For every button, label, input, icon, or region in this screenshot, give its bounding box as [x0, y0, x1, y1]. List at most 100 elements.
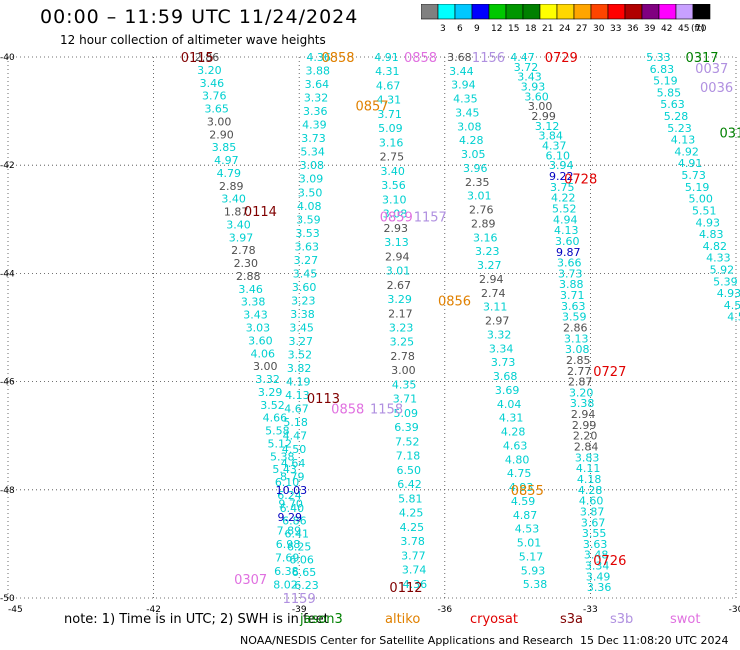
pass-time-label: 0112 — [389, 581, 422, 596]
pass-time-label: 0855 — [511, 484, 544, 499]
wave-height-value: 2.93 — [384, 222, 409, 235]
wave-height-value: 2.86 — [195, 51, 220, 64]
wave-height-value: 3.50 — [298, 186, 323, 199]
wave-height-value: 3.25 — [390, 336, 415, 349]
pass-time-label: 0858 — [404, 51, 437, 66]
wave-height-value: 5.19 — [685, 181, 710, 194]
wave-height-value: 3.78 — [400, 535, 425, 548]
wave-height-value: 6.98 — [276, 538, 301, 551]
wave-height-value: 2.99 — [572, 419, 597, 432]
wave-height-value: 4.31 — [377, 94, 402, 107]
mission-s3b: s3b — [610, 612, 634, 627]
wave-height-value: 2.74 — [481, 287, 506, 300]
wave-height-value: 5.39 — [713, 275, 738, 288]
wave-height-value: 3.23 — [291, 294, 316, 307]
wave-height-value: 3.16 — [379, 136, 404, 149]
wave-height-value: 7.18 — [396, 450, 421, 463]
wave-height-value: 2.94 — [385, 250, 410, 263]
wave-height-value: 5.52 — [552, 202, 577, 215]
wave-height-value: 3.00 — [207, 115, 232, 128]
wave-height-value: 3.38 — [241, 296, 266, 309]
wave-height-value: 6.50 — [397, 464, 422, 477]
wave-height-value: 3.29 — [387, 293, 412, 306]
wave-height-value: 5.09 — [393, 407, 418, 420]
pass-time-label: 0317 — [685, 51, 718, 66]
wave-height-value: 3.43 — [243, 309, 268, 322]
pass-time-label: 1157 — [414, 211, 447, 226]
wave-height-value: 4.91 — [678, 157, 703, 170]
pass-time-label: 0857 — [355, 100, 388, 115]
wave-height-value: 4.39 — [302, 119, 327, 132]
wave-height-value: 3.60 — [248, 334, 273, 347]
wave-height-value: 4.53 — [515, 523, 540, 536]
wave-height-value: 4.31 — [499, 412, 524, 425]
lat-tick-label: -46 — [0, 378, 15, 388]
pass-time-label: 0858 — [321, 51, 354, 66]
wave-height-value: 6.41 — [285, 528, 310, 541]
wave-height-value: 5.28 — [664, 110, 689, 123]
page-subtitle: 12 hour collection of altimeter wave hei… — [60, 33, 326, 47]
wave-height-value: 4.94 — [553, 213, 578, 226]
wave-height-value: 4.5 — [727, 311, 740, 324]
wave-height-value: 2.78 — [231, 244, 256, 257]
wave-height-value: 5.17 — [519, 550, 544, 563]
wave-height-value: 2.76 — [469, 204, 494, 217]
wave-height-value: 3.82 — [287, 362, 312, 375]
wave-height-value: 3.69 — [495, 384, 520, 397]
wave-height-value: 4.47 — [283, 430, 308, 443]
wave-height-value: 3.84 — [538, 130, 563, 143]
legend-label: 70 — [695, 24, 707, 34]
wave-height-value: 6.10 — [275, 476, 300, 489]
wave-height-value: 2.35 — [465, 176, 490, 189]
wave-height-value: 5.43 — [272, 463, 297, 476]
wave-height-value: 2.94 — [571, 408, 596, 421]
wave-height-value: 5.73 — [681, 169, 706, 182]
wave-height-value: 3.48 — [584, 549, 609, 562]
wave-height-value: 4.35 — [453, 93, 478, 106]
wave-height-value: 3.45 — [455, 106, 480, 119]
lat-tick-label: -48 — [0, 486, 15, 496]
legend-label: 24 — [559, 24, 571, 34]
footer-generated-time: 15 Dec 11:08:20 UTC 2024 — [580, 634, 729, 647]
wave-height-value: 4.28 — [501, 426, 526, 439]
wave-height-value: 3.67 — [581, 516, 606, 529]
lat-tick-label: -42 — [0, 161, 15, 171]
wave-height-value: 3.27 — [477, 259, 502, 272]
pass-time-label: 0728 — [564, 173, 597, 188]
pass-time-label: 0726 — [593, 554, 626, 569]
wave-height-value: 4.50 — [282, 443, 307, 456]
track-d: 3.683.443.944.353.453.084.283.053.962.35… — [447, 51, 547, 591]
wave-height-value: 3.65 — [204, 103, 229, 116]
wave-height-value: 6.86 — [282, 515, 307, 528]
wave-height-value: 2.17 — [388, 307, 413, 320]
wave-height-value: 4.35 — [392, 378, 417, 391]
wave-height-value: 3.60 — [292, 281, 317, 294]
wave-height-value: 3.46 — [200, 77, 225, 90]
wave-height-value: 4.06 — [251, 347, 276, 360]
wave-height-value: 4.31 — [375, 65, 400, 78]
color-legend: 3 6 9 12 15 18 21 24 27 30 33 36 39 42 45 70(ft) — [421, 4, 711, 34]
wave-height-value: 2.20 — [573, 430, 598, 443]
wave-height-value: 4.25 — [400, 521, 425, 534]
wave-height-value: 5.34 — [300, 146, 325, 159]
wave-height-value: 4.91 — [374, 51, 399, 64]
wave-height-value: 3.93 — [521, 81, 546, 94]
wave-height-value: 3.59 — [562, 311, 587, 324]
wave-height-value: 5.33 — [646, 51, 671, 64]
pass-time-label: 0307 — [234, 573, 267, 588]
wave-height-value: 3.83 — [575, 451, 600, 464]
wave-height-value: 2.30 — [234, 257, 259, 270]
wave-height-value: 3.00 — [528, 100, 553, 113]
wave-height-value: 3.87 — [580, 505, 605, 518]
wave-height-value: 6.65 — [292, 566, 317, 579]
wave-height-value: 3.73 — [558, 267, 583, 280]
mission-cryosat: cryosat — [470, 612, 518, 627]
wave-height-value: 3.73 — [491, 356, 516, 369]
pass-time-label: 0317 — [719, 127, 740, 142]
wave-height-value: 3.08 — [300, 159, 325, 172]
wave-height-value: 3.16 — [473, 231, 498, 244]
lon-tick-label: -42 — [146, 605, 161, 615]
wave-height-value: 6.25 — [287, 540, 312, 553]
pass-time-label: 0856 — [438, 294, 471, 309]
